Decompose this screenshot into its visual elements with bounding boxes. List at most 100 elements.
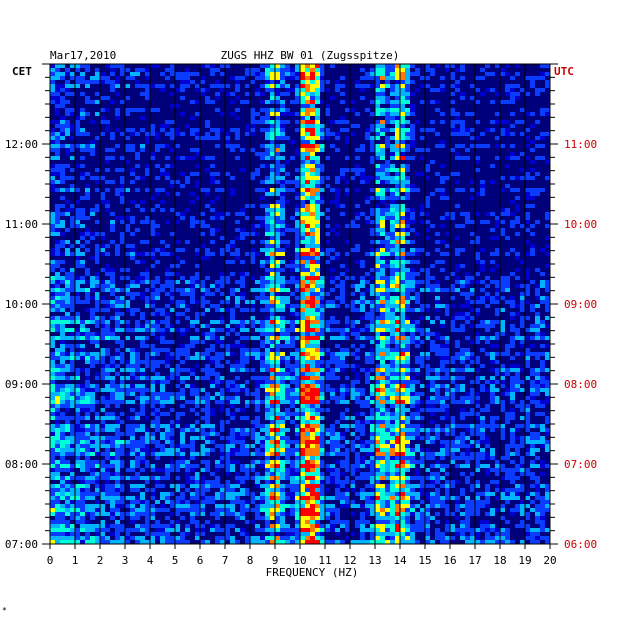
- spectrogram-cell: [50, 428, 55, 432]
- spectrogram-cell: [190, 148, 195, 152]
- spectrogram-cell: [125, 228, 130, 232]
- spectrogram-cell: [355, 300, 360, 304]
- spectrogram-cell: [395, 260, 400, 264]
- spectrogram-cell: [515, 252, 520, 256]
- spectrogram-cell: [305, 172, 310, 176]
- spectrogram-cell: [205, 432, 210, 436]
- spectrogram-cell: [60, 296, 65, 300]
- spectrogram-cell: [470, 196, 475, 200]
- spectrogram-cell: [95, 332, 100, 336]
- spectrogram-cell: [95, 432, 100, 436]
- spectrogram-cell: [220, 356, 225, 360]
- spectrogram-cell: [370, 84, 375, 88]
- spectrogram-cell: [270, 308, 275, 312]
- spectrogram-cell: [380, 164, 385, 168]
- spectrogram-cell: [295, 112, 300, 116]
- spectrogram-cell: [310, 320, 315, 324]
- spectrogram-cell: [545, 84, 550, 88]
- spectrogram-cell: [145, 356, 150, 360]
- spectrogram-cell: [255, 404, 260, 408]
- spectrogram-cell: [55, 232, 60, 236]
- spectrogram-cell: [410, 412, 415, 416]
- spectrogram-cell: [195, 396, 200, 400]
- spectrogram-cell: [545, 324, 550, 328]
- spectrogram-cell: [180, 76, 185, 80]
- spectrogram-cell: [120, 300, 125, 304]
- spectrogram-cell: [250, 300, 255, 304]
- spectrogram-cell: [295, 388, 300, 392]
- spectrogram-cell: [185, 376, 190, 380]
- spectrogram-cell: [275, 100, 280, 104]
- spectrogram-cell: [120, 68, 125, 72]
- spectrogram-cell: [210, 408, 215, 412]
- spectrogram-cell: [100, 428, 105, 432]
- spectrogram-cell: [300, 96, 305, 100]
- spectrogram-cell: [145, 336, 150, 340]
- spectrogram-cell: [465, 156, 470, 160]
- spectrogram-cell: [545, 296, 550, 300]
- spectrogram-cell: [85, 80, 90, 84]
- spectrogram-cell: [100, 320, 105, 324]
- spectrogram-cell: [400, 316, 405, 320]
- spectrogram-cell: [295, 320, 300, 324]
- spectrogram-cell: [230, 312, 235, 316]
- spectrogram-cell: [200, 424, 205, 428]
- spectrogram-cell: [60, 428, 65, 432]
- spectrogram-cell: [305, 100, 310, 104]
- spectrogram-cell: [305, 256, 310, 260]
- spectrogram-cell: [200, 156, 205, 160]
- spectrogram-cell: [75, 336, 80, 340]
- spectrogram-cell: [535, 172, 540, 176]
- spectrogram-cell: [265, 360, 270, 364]
- spectrogram-cell: [110, 156, 115, 160]
- spectrogram-cell: [380, 392, 385, 396]
- spectrogram-cell: [80, 260, 85, 264]
- spectrogram-cell: [335, 176, 340, 180]
- spectrogram-cell: [410, 392, 415, 396]
- spectrogram-cell: [315, 116, 320, 120]
- spectrogram-cell: [290, 268, 295, 272]
- spectrogram-cell: [450, 316, 455, 320]
- spectrogram-cell: [165, 396, 170, 400]
- spectrogram-cell: [75, 388, 80, 392]
- spectrogram-cell: [455, 132, 460, 136]
- spectrogram-cell: [530, 176, 535, 180]
- spectrogram-cell: [60, 324, 65, 328]
- spectrogram-cell: [300, 440, 305, 444]
- spectrogram-cell: [525, 272, 530, 276]
- spectrogram-cell: [260, 196, 265, 200]
- spectrogram-cell: [315, 68, 320, 72]
- spectrogram-cell: [315, 64, 320, 68]
- spectrogram-cell: [255, 380, 260, 384]
- spectrogram-cell: [405, 432, 410, 436]
- spectrogram-cell: [495, 396, 500, 400]
- spectrogram-cell: [160, 124, 165, 128]
- spectrogram-cell: [210, 304, 215, 308]
- spectrogram-cell: [205, 288, 210, 292]
- spectrogram-cell: [210, 396, 215, 400]
- spectrogram-cell: [100, 76, 105, 80]
- spectrogram-cell: [280, 352, 285, 356]
- spectrogram-cell: [315, 372, 320, 376]
- spectrogram-cell: [380, 224, 385, 228]
- spectrogram-cell: [310, 244, 315, 248]
- spectrogram-cell: [505, 344, 510, 348]
- spectrogram-cell: [315, 252, 320, 256]
- spectrogram-cell: [435, 88, 440, 92]
- spectrogram-cell: [305, 428, 310, 432]
- spectrogram-cell: [55, 228, 60, 232]
- spectrogram-cell: [355, 212, 360, 216]
- spectrogram-cell: [110, 84, 115, 88]
- spectrogram-cell: [100, 108, 105, 112]
- spectrogram-cell: [70, 432, 75, 436]
- spectrogram-cell: [300, 356, 305, 360]
- spectrogram-cell: [280, 440, 285, 444]
- spectrogram-cell: [260, 292, 265, 296]
- spectrogram-cell: [445, 308, 450, 312]
- spectrogram-cell: [215, 92, 220, 96]
- spectrogram-cell: [155, 232, 160, 236]
- spectrogram-cell: [430, 428, 435, 432]
- spectrogram-cell: [440, 320, 445, 324]
- spectrogram-cell: [155, 336, 160, 340]
- spectrogram-cell: [185, 316, 190, 320]
